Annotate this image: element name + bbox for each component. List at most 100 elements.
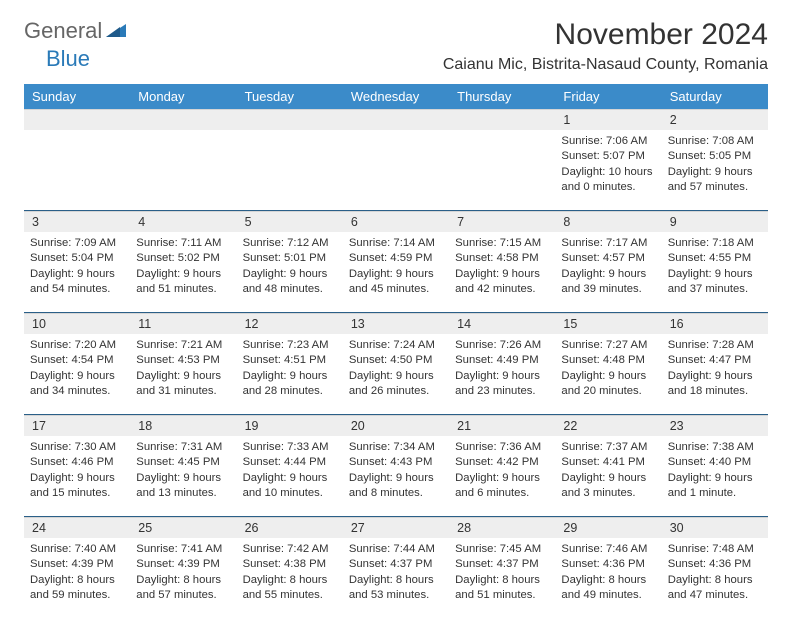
day-cell: Sunrise: 7:42 AMSunset: 4:38 PMDaylight:… [237, 538, 343, 618]
week-daynum-row: 3456789 [24, 211, 768, 232]
week-row: Sunrise: 7:20 AMSunset: 4:54 PMDaylight:… [24, 334, 768, 415]
sunrise-text: Sunrise: 7:11 AM [136, 236, 230, 251]
day-header-sat: Saturday [662, 84, 768, 109]
day-number: 24 [24, 518, 130, 538]
sunrise-text: Sunrise: 7:12 AM [243, 236, 337, 251]
day-details: Sunrise: 7:41 AMSunset: 4:39 PMDaylight:… [136, 542, 230, 603]
day-cell: Sunrise: 7:44 AMSunset: 4:37 PMDaylight:… [343, 538, 449, 618]
day-cell: Sunrise: 7:24 AMSunset: 4:50 PMDaylight:… [343, 334, 449, 414]
day-number: 21 [449, 416, 555, 436]
daylight-text: Daylight: 9 hours and 1 minute. [668, 471, 762, 502]
day-cell [24, 130, 130, 210]
day-cell: Sunrise: 7:41 AMSunset: 4:39 PMDaylight:… [130, 538, 236, 618]
day-details: Sunrise: 7:44 AMSunset: 4:37 PMDaylight:… [349, 542, 443, 603]
daylight-text: Daylight: 8 hours and 55 minutes. [243, 573, 337, 604]
sunset-text: Sunset: 4:43 PM [349, 455, 443, 470]
day-cell: Sunrise: 7:11 AMSunset: 5:02 PMDaylight:… [130, 232, 236, 312]
sunset-text: Sunset: 4:50 PM [349, 353, 443, 368]
logo: General [24, 18, 128, 44]
week-daynum-row: 24252627282930 [24, 517, 768, 538]
day-cell: Sunrise: 7:12 AMSunset: 5:01 PMDaylight:… [237, 232, 343, 312]
logo-text-general: General [24, 18, 102, 44]
sunset-text: Sunset: 4:59 PM [349, 251, 443, 266]
day-details: Sunrise: 7:06 AMSunset: 5:07 PMDaylight:… [561, 134, 655, 195]
daylight-text: Daylight: 9 hours and 15 minutes. [30, 471, 124, 502]
sunrise-text: Sunrise: 7:28 AM [668, 338, 762, 353]
day-cell: Sunrise: 7:08 AMSunset: 5:05 PMDaylight:… [662, 130, 768, 210]
day-number: 19 [237, 416, 343, 436]
day-number [449, 110, 555, 130]
sunset-text: Sunset: 4:44 PM [243, 455, 337, 470]
day-details: Sunrise: 7:11 AMSunset: 5:02 PMDaylight:… [136, 236, 230, 297]
sunset-text: Sunset: 5:01 PM [243, 251, 337, 266]
sunset-text: Sunset: 4:45 PM [136, 455, 230, 470]
sunrise-text: Sunrise: 7:31 AM [136, 440, 230, 455]
sunset-text: Sunset: 4:55 PM [668, 251, 762, 266]
sunset-text: Sunset: 5:07 PM [561, 149, 655, 164]
daylight-text: Daylight: 9 hours and 34 minutes. [30, 369, 124, 400]
sunset-text: Sunset: 4:41 PM [561, 455, 655, 470]
sunrise-text: Sunrise: 7:33 AM [243, 440, 337, 455]
sunrise-text: Sunrise: 7:06 AM [561, 134, 655, 149]
daylight-text: Daylight: 9 hours and 10 minutes. [243, 471, 337, 502]
day-details: Sunrise: 7:28 AMSunset: 4:47 PMDaylight:… [668, 338, 762, 399]
sunrise-text: Sunrise: 7:23 AM [243, 338, 337, 353]
day-details: Sunrise: 7:42 AMSunset: 4:38 PMDaylight:… [243, 542, 337, 603]
logo-text-blue: Blue [46, 46, 90, 72]
day-cell: Sunrise: 7:34 AMSunset: 4:43 PMDaylight:… [343, 436, 449, 516]
day-details: Sunrise: 7:24 AMSunset: 4:50 PMDaylight:… [349, 338, 443, 399]
month-title: November 2024 [443, 18, 768, 52]
day-number: 27 [343, 518, 449, 538]
day-details: Sunrise: 7:08 AMSunset: 5:05 PMDaylight:… [668, 134, 762, 195]
day-details: Sunrise: 7:27 AMSunset: 4:48 PMDaylight:… [561, 338, 655, 399]
sunset-text: Sunset: 4:39 PM [136, 557, 230, 572]
week-row: Sunrise: 7:06 AMSunset: 5:07 PMDaylight:… [24, 130, 768, 211]
day-cell: Sunrise: 7:30 AMSunset: 4:46 PMDaylight:… [24, 436, 130, 516]
day-cell: Sunrise: 7:21 AMSunset: 4:53 PMDaylight:… [130, 334, 236, 414]
day-details: Sunrise: 7:12 AMSunset: 5:01 PMDaylight:… [243, 236, 337, 297]
day-cell: Sunrise: 7:26 AMSunset: 4:49 PMDaylight:… [449, 334, 555, 414]
day-details: Sunrise: 7:46 AMSunset: 4:36 PMDaylight:… [561, 542, 655, 603]
sunset-text: Sunset: 4:51 PM [243, 353, 337, 368]
day-number: 28 [449, 518, 555, 538]
sunset-text: Sunset: 5:04 PM [30, 251, 124, 266]
sunrise-text: Sunrise: 7:46 AM [561, 542, 655, 557]
sunset-text: Sunset: 4:36 PM [561, 557, 655, 572]
sunrise-text: Sunrise: 7:45 AM [455, 542, 549, 557]
day-header-thu: Thursday [449, 84, 555, 109]
sunrise-text: Sunrise: 7:38 AM [668, 440, 762, 455]
day-details: Sunrise: 7:38 AMSunset: 4:40 PMDaylight:… [668, 440, 762, 501]
day-cell: Sunrise: 7:23 AMSunset: 4:51 PMDaylight:… [237, 334, 343, 414]
day-details: Sunrise: 7:45 AMSunset: 4:37 PMDaylight:… [455, 542, 549, 603]
day-cell: Sunrise: 7:48 AMSunset: 4:36 PMDaylight:… [662, 538, 768, 618]
day-number: 5 [237, 212, 343, 232]
day-cell: Sunrise: 7:38 AMSunset: 4:40 PMDaylight:… [662, 436, 768, 516]
day-number: 6 [343, 212, 449, 232]
day-cell: Sunrise: 7:17 AMSunset: 4:57 PMDaylight:… [555, 232, 661, 312]
day-number: 11 [130, 314, 236, 334]
day-number: 8 [555, 212, 661, 232]
day-cell [130, 130, 236, 210]
sunrise-text: Sunrise: 7:40 AM [30, 542, 124, 557]
day-number: 14 [449, 314, 555, 334]
sunset-text: Sunset: 4:40 PM [668, 455, 762, 470]
daylight-text: Daylight: 9 hours and 3 minutes. [561, 471, 655, 502]
daylight-text: Daylight: 8 hours and 53 minutes. [349, 573, 443, 604]
day-details: Sunrise: 7:33 AMSunset: 4:44 PMDaylight:… [243, 440, 337, 501]
daylight-text: Daylight: 9 hours and 18 minutes. [668, 369, 762, 400]
day-cell: Sunrise: 7:37 AMSunset: 4:41 PMDaylight:… [555, 436, 661, 516]
location-subtitle: Caianu Mic, Bistrita-Nasaud County, Roma… [443, 56, 768, 74]
sunrise-text: Sunrise: 7:27 AM [561, 338, 655, 353]
day-number: 9 [662, 212, 768, 232]
daylight-text: Daylight: 9 hours and 39 minutes. [561, 267, 655, 298]
day-cell: Sunrise: 7:06 AMSunset: 5:07 PMDaylight:… [555, 130, 661, 210]
sunrise-text: Sunrise: 7:17 AM [561, 236, 655, 251]
day-details: Sunrise: 7:23 AMSunset: 4:51 PMDaylight:… [243, 338, 337, 399]
daylight-text: Daylight: 9 hours and 37 minutes. [668, 267, 762, 298]
day-cell: Sunrise: 7:09 AMSunset: 5:04 PMDaylight:… [24, 232, 130, 312]
daylight-text: Daylight: 9 hours and 23 minutes. [455, 369, 549, 400]
daylight-text: Daylight: 9 hours and 54 minutes. [30, 267, 124, 298]
daylight-text: Daylight: 8 hours and 51 minutes. [455, 573, 549, 604]
sunset-text: Sunset: 4:47 PM [668, 353, 762, 368]
day-cell: Sunrise: 7:45 AMSunset: 4:37 PMDaylight:… [449, 538, 555, 618]
